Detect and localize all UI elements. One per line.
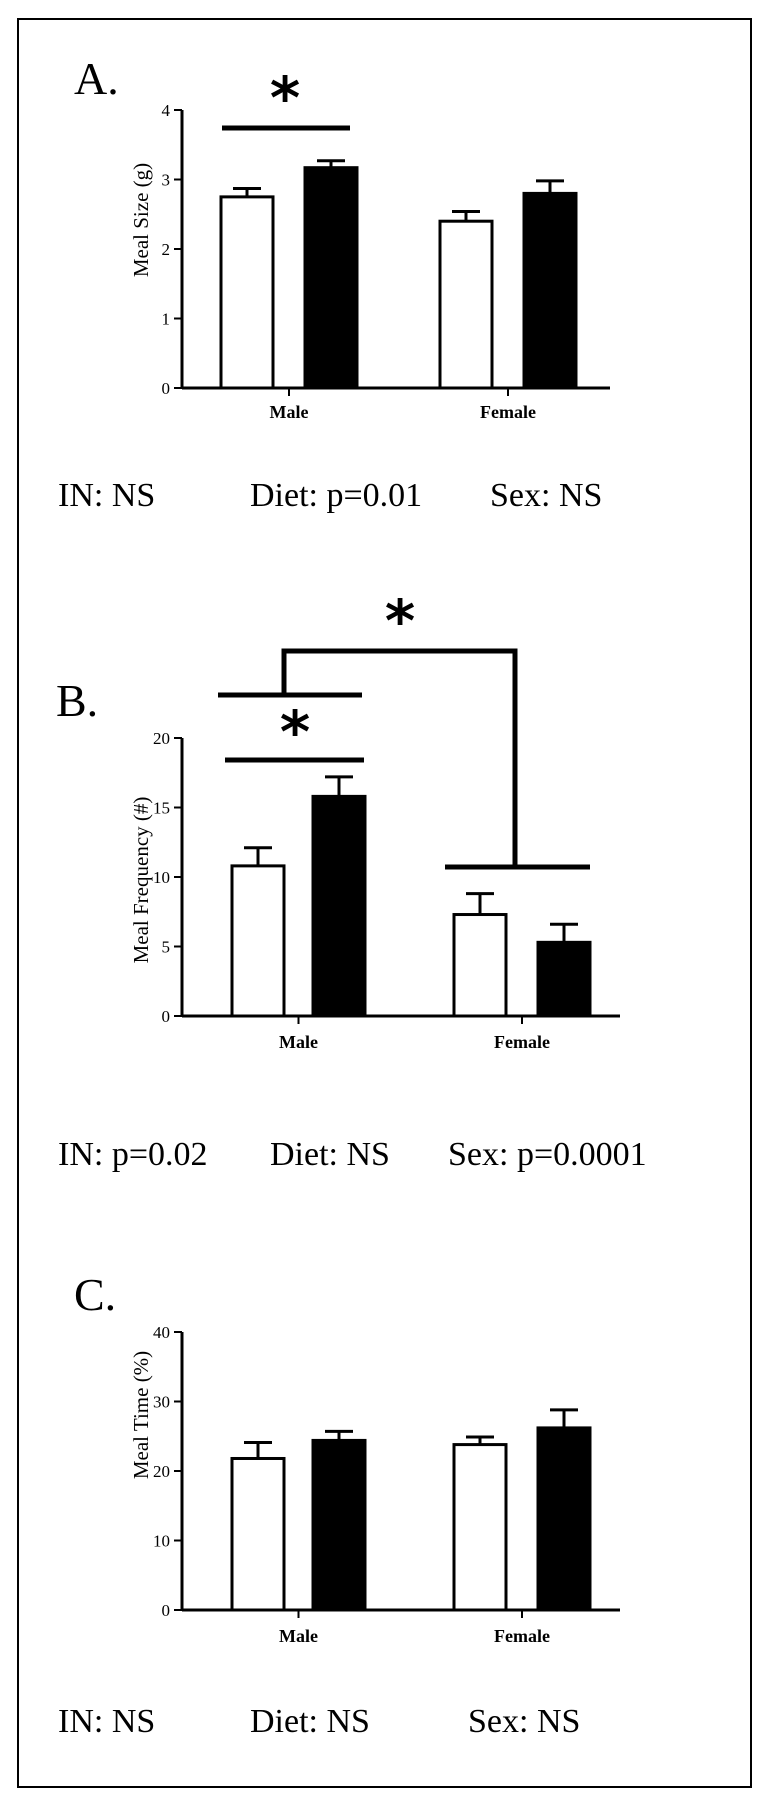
panel-b-letter: B. xyxy=(56,675,98,726)
panel-c-chart: 0 10 20 30 40 Male Female xyxy=(153,1323,620,1646)
panel-a-ylabel: Meal Size (g) xyxy=(129,163,153,277)
panel-a-stat-in: IN: NS xyxy=(58,477,155,514)
panel-a-bar-female-white xyxy=(438,219,494,390)
panel-c-ytick-label: 10 xyxy=(153,1532,170,1551)
panel-b-ytick-label: 10 xyxy=(153,868,170,887)
panel-b-category-label: Male xyxy=(279,1032,318,1052)
panel-b-ytick-label: 15 xyxy=(153,799,170,818)
panel-a-category-label: Male xyxy=(270,402,309,422)
panel-a-bar-female-black xyxy=(522,191,578,390)
panel-c-bar-male-white xyxy=(230,1456,286,1612)
figure-frame xyxy=(17,18,752,1788)
panel-c-letter: C. xyxy=(74,1269,116,1320)
panel-a-chart: 0 1 2 3 4 Male Female xyxy=(162,101,610,422)
panel-b-ytick-label: 20 xyxy=(153,729,170,748)
panel-c-ytick-label: 30 xyxy=(153,1393,170,1412)
panel-c-bar-male-black xyxy=(311,1438,367,1612)
panel-b-category-label: Female xyxy=(494,1032,550,1052)
panel-c-ytick-label: 40 xyxy=(153,1323,170,1342)
panel-b-ytick-label: 0 xyxy=(162,1007,171,1026)
panel-c-ytick-label: 0 xyxy=(162,1601,171,1620)
panel-a-ytick-label: 3 xyxy=(162,171,171,190)
panel-b: B. Meal Frequency (#) 0 5 10 15 20 Male Female… xyxy=(56,675,647,1173)
panel-a-ytick-label: 0 xyxy=(162,379,171,398)
panel-a-ytick-label: 1 xyxy=(162,310,171,329)
panel-a-sig-star: * xyxy=(270,64,300,132)
panel-c-stat-diet: Diet: NS xyxy=(250,1703,370,1740)
panel-c-category-label: Male xyxy=(279,1626,318,1646)
panel-b-stat-in: IN: p=0.02 xyxy=(58,1136,208,1173)
panel-c: C. Meal Time (%) 0 10 20 30 40 Male Female IN:… xyxy=(58,1269,620,1740)
panel-b-stat-diet: Diet: NS xyxy=(270,1136,390,1173)
panel-a-bar-male-black xyxy=(303,166,359,390)
panel-a-letter: A. xyxy=(74,53,119,104)
panel-c-stat-sex: Sex: NS xyxy=(468,1703,580,1740)
panel-b-stat-sex: Sex: p=0.0001 xyxy=(448,1136,647,1173)
panel-b-sig-star-sex: * xyxy=(385,587,415,655)
panel-b-chart: 0 5 10 15 20 Male Female xyxy=(153,729,620,1052)
panel-b-sig-star-male: * xyxy=(280,698,310,766)
panel-a-stat-sex: Sex: NS xyxy=(490,477,602,514)
panel-b-bar-female-black xyxy=(536,940,592,1018)
panel-c-stat-in: IN: NS xyxy=(58,1703,155,1740)
panel-a-stat-diet: Diet: p=0.01 xyxy=(250,477,422,514)
panel-a-category-label: Female xyxy=(480,402,536,422)
panel-b-sig-bracket xyxy=(281,648,518,867)
panel-c-ytick-label: 20 xyxy=(153,1462,170,1481)
panel-c-bar-female-white xyxy=(452,1443,508,1612)
panel-b-ytick-label: 5 xyxy=(162,938,171,957)
panel-b-bar-male-black xyxy=(311,794,367,1018)
panel-c-bar-female-black xyxy=(536,1426,592,1612)
panel-a-bar-male-white xyxy=(219,195,275,390)
panel-c-category-label: Female xyxy=(494,1626,550,1646)
panel-b-bar-male-white xyxy=(230,864,286,1018)
panel-a-ytick-label: 4 xyxy=(162,101,171,120)
panel-c-ylabel: Meal Time (%) xyxy=(129,1351,153,1479)
panel-b-ylabel: Meal Frequency (#) xyxy=(129,797,153,964)
panel-b-bar-female-white xyxy=(452,913,508,1018)
panel-a-ytick-label: 2 xyxy=(162,240,171,259)
